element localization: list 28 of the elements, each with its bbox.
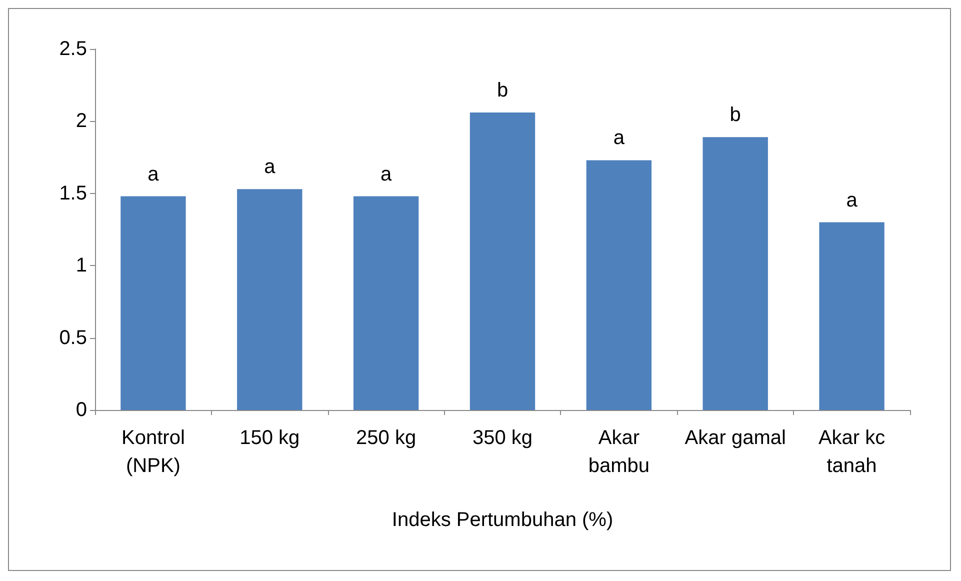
x-tick-label: Akar bambu [588,427,650,477]
y-tick-label: 1 [76,254,87,277]
y-tick-label: 0.5 [59,326,87,349]
bar [237,189,302,410]
bar [702,137,768,410]
x-tick-label: 250 kg [356,427,416,449]
x-tick-label: 350 kg [472,427,533,449]
annotation: b [496,80,508,102]
y-tick-label: 2.5 [59,38,87,60]
x-tick-label: Akar gamal [684,427,786,449]
bar [586,160,652,410]
y-tick-label: 2 [76,110,87,132]
x-axis-title: Indeks Pertumbuhan (%) [392,509,614,531]
y-tick-label: 1.5 [59,182,87,204]
x-tick-label: Akar kc tanah [818,427,886,477]
y-tick-label: 0 [76,399,87,421]
annotation: a [380,163,393,186]
bar [819,222,884,410]
x-tick-label: 150 kg [240,427,300,449]
bar [120,196,186,410]
bar [470,112,536,410]
annotation: b [730,104,741,126]
annotation: a [264,156,276,178]
annotation: a [613,127,626,150]
annotation: a [148,163,160,186]
bar [353,196,419,410]
x-tick-label: Kontrol (NPK) [122,427,185,477]
annotation: a [846,189,858,212]
